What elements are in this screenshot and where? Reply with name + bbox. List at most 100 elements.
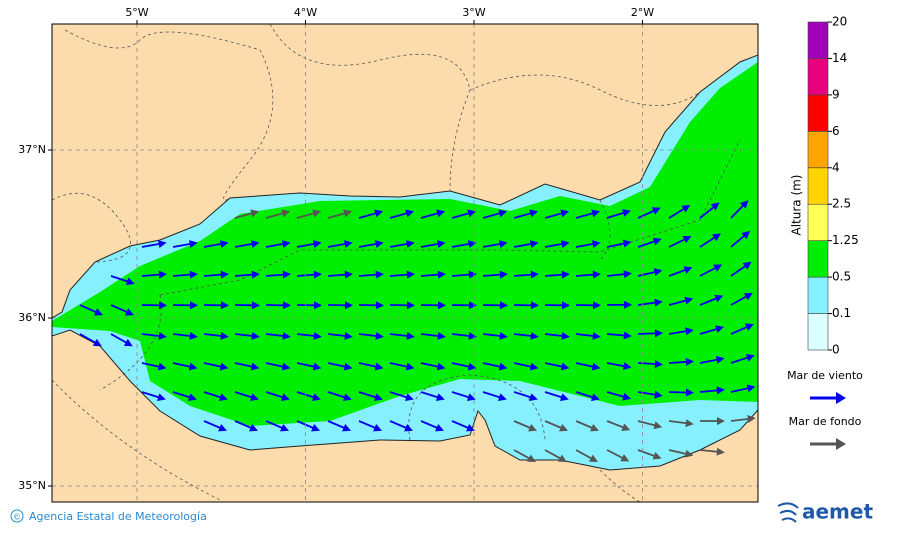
wave-arrowhead (716, 447, 725, 456)
wave-arrowhead (747, 414, 756, 423)
wave-arrowhead (497, 393, 507, 401)
wave-arrowhead (189, 240, 198, 248)
wave-arrowhead (561, 270, 570, 279)
wave-arrowhead (684, 449, 694, 458)
wave-arrowhead (374, 209, 384, 218)
wave-arrowhead (716, 417, 725, 426)
wave-arrowhead (406, 301, 415, 310)
wave-arrowhead (282, 301, 291, 310)
wave-arrowhead (654, 390, 663, 399)
wave-arrowhead (622, 392, 632, 401)
colorbar-segment (807, 131, 829, 169)
colorbar-label: 0.5 (832, 270, 851, 284)
wave-arrowhead (499, 240, 508, 248)
colorbar-segment (807, 240, 829, 278)
colorbar-segment (807, 58, 829, 96)
wave-arrowhead (591, 362, 601, 371)
wave-arrowhead (404, 393, 414, 401)
wave-arrowhead (685, 357, 694, 366)
wave-arrowhead (746, 384, 756, 393)
wave-arrowhead (652, 237, 662, 246)
colorbar-title: Altura (m) (790, 174, 804, 235)
wave-arrowhead (742, 261, 752, 270)
wave-arrowhead (437, 331, 446, 340)
wave-arrowhead (716, 386, 725, 395)
wave-arrowhead (529, 209, 539, 218)
wave-arrowhead (373, 423, 382, 432)
wave-arrowhead (653, 421, 663, 430)
wave-arrowhead (621, 423, 631, 431)
wave-arrowhead (435, 423, 444, 432)
wave-arrowhead (249, 393, 259, 401)
wave-arrowhead (123, 338, 133, 347)
legend-label: Mar de viento (787, 369, 863, 382)
wave-arrowhead (468, 301, 477, 310)
wave-arrowhead (653, 268, 663, 276)
wave-arrowhead (313, 240, 322, 248)
colorbar-label: 4 (832, 160, 840, 174)
wave-arrowhead (158, 270, 167, 279)
lon-tick-label: 4°W (294, 6, 317, 19)
wave-arrowhead (654, 298, 663, 307)
wave-arrowhead (373, 393, 383, 401)
wave-arrowhead (311, 423, 320, 432)
wave-arrowhead (530, 240, 539, 248)
wave-arrowhead (218, 393, 228, 401)
wave-arrowhead (219, 362, 229, 371)
wave-arrowhead (528, 423, 537, 432)
wave-arrowhead (685, 388, 694, 397)
wave-arrowhead (220, 331, 229, 340)
colorbar-segment (807, 167, 829, 205)
wave-arrowhead (281, 209, 291, 218)
wave-arrowhead (157, 362, 167, 371)
wave-arrowhead (499, 331, 508, 340)
wave-arrowhead (436, 209, 446, 218)
wave-arrowhead (280, 393, 290, 401)
agency-name: Agencia Estatal de Meteorología (29, 510, 207, 523)
colorbar-segment (807, 276, 829, 314)
wave-arrowhead (559, 393, 569, 401)
wave-arrowhead (590, 393, 600, 401)
lat-tick-label: 35°N (18, 479, 46, 492)
wave-arrowhead (375, 301, 384, 310)
wave-arrowhead (714, 294, 724, 303)
wave-arrowhead (251, 240, 260, 248)
wave-arrowhead (312, 362, 322, 371)
wave-arrowhead (220, 270, 229, 279)
wave-arrowhead (342, 423, 351, 432)
wave-arrowhead (745, 353, 755, 362)
wave-arrowhead (405, 362, 415, 371)
footer: © Agencia Estatal de Meteorología aemet (10, 500, 873, 524)
colorbar-label: 14 (832, 51, 847, 65)
wave-arrowhead (437, 270, 446, 279)
wave-arrowhead (530, 270, 539, 279)
map-area (52, 24, 758, 502)
colorbar-label: 1.25 (832, 233, 859, 247)
colorbar-label: 20 (832, 15, 847, 29)
copyright-circle (10, 509, 24, 523)
lon-tick-label: 3°W (462, 6, 485, 19)
wave-arrowhead (592, 331, 601, 340)
wave-arrowhead (530, 331, 539, 340)
wave-arrowhead (622, 362, 632, 371)
wave-arrowhead (189, 331, 198, 340)
wave-arrowhead (250, 362, 260, 371)
wave-arrowhead (682, 235, 692, 244)
lat-tick-label: 37°N (18, 143, 46, 156)
wave-arrowhead (344, 240, 353, 248)
wave-arrowhead (406, 331, 415, 340)
wave-arrowhead (158, 301, 167, 310)
wave-arrowhead (435, 393, 445, 401)
wave-arrowhead (654, 359, 663, 368)
colorbar-segment (807, 203, 829, 241)
admin-borders (52, 24, 741, 502)
wave-arrowhead (558, 454, 567, 462)
wave-arrowhead (158, 331, 167, 340)
wave-arrowhead (437, 240, 446, 248)
wave-arrowhead (561, 240, 570, 248)
wave-arrowhead (374, 362, 384, 371)
wave-arrowhead (468, 270, 477, 279)
wave-arrowhead (592, 270, 601, 279)
wave-arrowhead (437, 301, 446, 310)
wave-arrowhead (313, 331, 322, 340)
